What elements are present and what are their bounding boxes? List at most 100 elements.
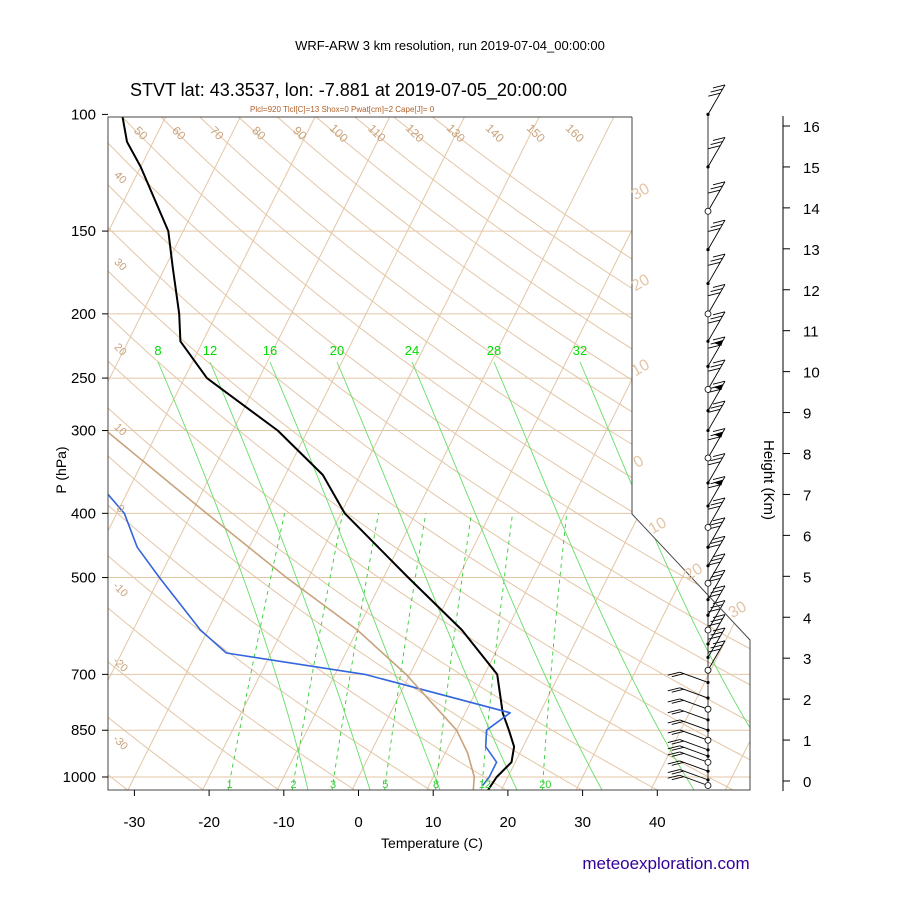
wind-level-dot [706,165,709,168]
dry-adiabat-line [0,114,584,791]
isotherm-label: 150 [524,121,548,145]
green-curve-label: 12 [203,343,217,358]
dry-adiabat-label: -30 [110,733,130,753]
pressure-tick-label: 200 [71,306,96,323]
wind-calm-marker [705,311,711,317]
isotherm-line [127,114,465,791]
isotherm-label: 80 [249,123,269,143]
pressure-tick-label: 400 [71,505,96,522]
dry-adiabat-label: -20 [110,655,130,675]
wind-calm-marker [705,759,711,765]
dry-adiabat-line [0,114,659,791]
height-tick-label: 8 [803,447,811,464]
temperature-tick-label: 30 [574,814,591,831]
wind-barb [706,518,725,549]
isotherm-line [0,114,242,791]
wind-calm-marker [705,208,711,214]
dry-adiabat-line [197,114,900,791]
height-tick-label: 1 [803,733,811,750]
wind-barb-staff [680,710,708,720]
wind-calm-marker [705,627,711,633]
credit-text[interactable]: meteoexploration.com [582,854,749,873]
wind-barb [706,220,725,251]
wind-level-dot [706,614,709,617]
thetae-label: 10 [646,514,670,538]
wind-barb [706,137,725,168]
wind-level-dot [706,429,709,432]
dry-adiabat-line [0,114,281,791]
wind-level-dot [706,282,709,285]
wind-level-dot [706,681,709,684]
wind-barb [668,710,710,722]
isotherm-line [0,114,18,791]
mixing-ratio-label: 12 [479,779,491,791]
isotherm-line [351,114,689,791]
wind-barb [706,381,725,412]
dry-adiabat-line [0,114,811,791]
wind-level-dot [706,248,709,251]
dry-adiabat-label: 20 [112,341,129,358]
green-curve-label: 16 [263,343,277,358]
dry-adiabat-label: 40 [112,169,129,186]
height-tick-label: 3 [803,651,811,668]
dry-adiabat-line [158,114,900,791]
height-tick-label: 5 [803,569,811,586]
green-curve-label: 20 [330,343,344,358]
green-curve-line [494,362,694,790]
wind-level-dot [706,409,709,412]
pressure-tick-label: 700 [71,666,96,683]
dry-adiabat-label: -10 [110,580,130,600]
x-axis-label: Temperature (C) [381,835,483,851]
wind-barb-staff [680,672,708,682]
wind-barb [706,254,725,285]
height-tick-label: 7 [803,487,811,504]
isotherm-line [426,114,764,791]
dry-adiabat-label: 30 [112,256,129,273]
mixing-ratio-line [292,513,343,791]
height-tick-label: 14 [803,201,820,218]
wind-level-dot [706,770,709,773]
sounding-indices: Plcl=920 Tlcl[C]=13 Shox=0 Pwat[cm]=2 Ca… [250,105,435,114]
wind-calm-marker [705,737,711,743]
height-tick-label: 10 [803,365,820,382]
isotherm-line [576,114,900,791]
wind-barb-staff [680,720,708,730]
pressure-tick-label: 150 [71,223,96,240]
dry-adiabat-line [0,114,53,791]
height-tick-label: 4 [803,610,811,627]
wind-calm-marker [705,580,711,586]
mixing-ratio-label: 8 [433,779,439,791]
wind-barb-pennant [713,480,723,486]
pressure-tick-label: 500 [71,570,96,587]
dry-adiabat-line [391,114,900,791]
wind-calm-marker [705,524,711,530]
isotherm-line [53,114,391,791]
temperature-tick-label: 40 [649,814,666,831]
height-tick-label: 16 [803,119,820,136]
temperature-tick-label: 0 [354,814,362,831]
pressure-tick-label: 300 [71,423,96,440]
mixing-ratio-line [482,513,513,791]
series-layer [0,114,514,791]
green-curve-label: 28 [487,343,501,358]
thetae-label: 20 [682,560,706,584]
mixing-ratio-line [542,513,566,791]
wind-calm-marker [705,706,711,712]
isotherm-label: 90 [290,123,310,143]
wind-level-dot [706,546,709,549]
pressure-tick-label: 1000 [63,769,96,786]
temperature-tick-label: 10 [425,814,442,831]
height-tick-label: 2 [803,692,811,709]
mixing-ratio-label: 5 [382,779,388,791]
wind-barb [668,770,710,782]
pressure-tick-label: 100 [71,106,96,123]
isotherm-label: 120 [403,121,427,145]
isotherm-label: 140 [483,121,507,145]
wind-level-dot [706,656,709,659]
wind-level-dot [706,598,709,601]
wind-barb [668,688,710,700]
pressure-tick-label: 850 [71,722,96,739]
thetae-label: 0 [631,452,647,471]
